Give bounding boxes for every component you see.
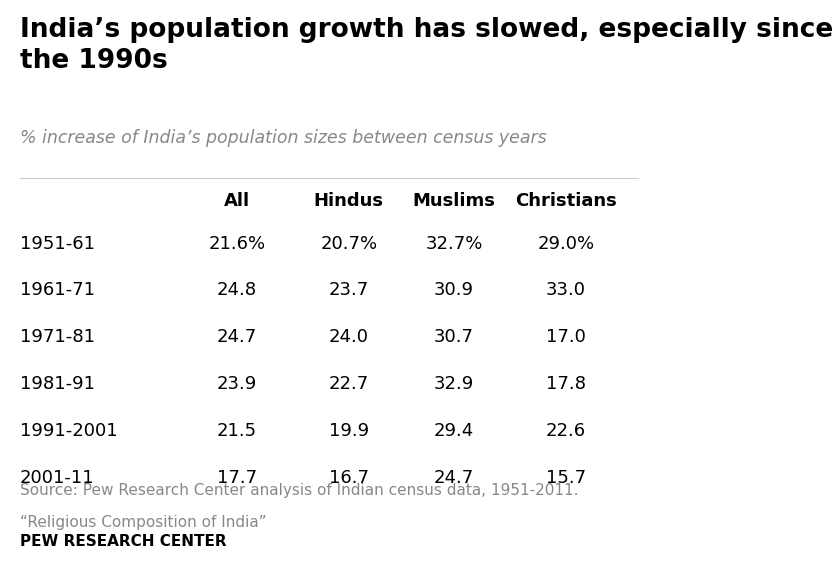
Text: 24.8: 24.8 bbox=[217, 281, 257, 299]
Text: Source: Pew Research Center analysis of Indian census data, 1951-2011.: Source: Pew Research Center analysis of … bbox=[20, 483, 578, 498]
Text: 17.0: 17.0 bbox=[546, 328, 586, 346]
Text: 24.0: 24.0 bbox=[328, 328, 369, 346]
Text: 16.7: 16.7 bbox=[328, 469, 369, 487]
Text: 30.7: 30.7 bbox=[434, 328, 474, 346]
Text: 23.9: 23.9 bbox=[217, 375, 257, 393]
Text: 24.7: 24.7 bbox=[217, 328, 257, 346]
Text: PEW RESEARCH CENTER: PEW RESEARCH CENTER bbox=[20, 534, 226, 549]
Text: 30.9: 30.9 bbox=[434, 281, 474, 299]
Text: Christians: Christians bbox=[515, 192, 617, 209]
Text: 20.7%: 20.7% bbox=[320, 235, 377, 252]
Text: 24.7: 24.7 bbox=[434, 469, 475, 487]
Text: 21.6%: 21.6% bbox=[208, 235, 265, 252]
Text: 2001-11: 2001-11 bbox=[20, 469, 94, 487]
Text: 32.9: 32.9 bbox=[434, 375, 475, 393]
Text: India’s population growth has slowed, especially since
the 1990s: India’s population growth has slowed, es… bbox=[20, 17, 833, 74]
Text: 29.4: 29.4 bbox=[434, 422, 475, 440]
Text: 22.6: 22.6 bbox=[546, 422, 586, 440]
Text: 1991-2001: 1991-2001 bbox=[20, 422, 118, 440]
Text: All: All bbox=[224, 192, 250, 209]
Text: 32.7%: 32.7% bbox=[426, 235, 483, 252]
Text: Hindus: Hindus bbox=[314, 192, 384, 209]
Text: 19.9: 19.9 bbox=[328, 422, 369, 440]
Text: 33.0: 33.0 bbox=[546, 281, 586, 299]
Text: 1961-71: 1961-71 bbox=[20, 281, 95, 299]
Text: 1951-61: 1951-61 bbox=[20, 235, 95, 252]
Text: 15.7: 15.7 bbox=[546, 469, 586, 487]
Text: 1971-81: 1971-81 bbox=[20, 328, 95, 346]
Text: “Religious Composition of India”: “Religious Composition of India” bbox=[20, 515, 266, 530]
Text: 17.7: 17.7 bbox=[217, 469, 257, 487]
Text: 22.7: 22.7 bbox=[328, 375, 369, 393]
Text: 17.8: 17.8 bbox=[546, 375, 586, 393]
Text: 1981-91: 1981-91 bbox=[20, 375, 95, 393]
Text: 21.5: 21.5 bbox=[217, 422, 257, 440]
Text: 23.7: 23.7 bbox=[328, 281, 369, 299]
Text: Muslims: Muslims bbox=[412, 192, 496, 209]
Text: % increase of India’s population sizes between census years: % increase of India’s population sizes b… bbox=[20, 129, 546, 146]
Text: 29.0%: 29.0% bbox=[538, 235, 595, 252]
